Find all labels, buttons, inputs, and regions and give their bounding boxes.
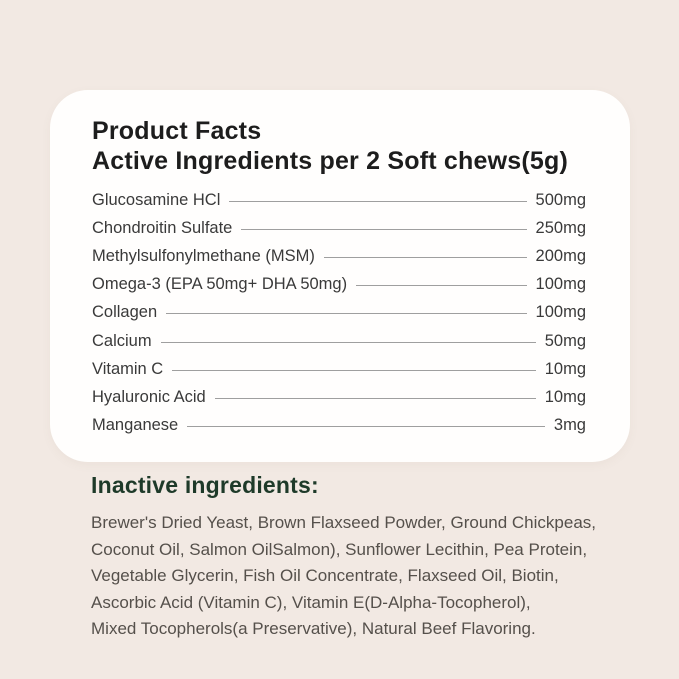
ingredient-row: Chondroitin Sulfate 250mg [92, 214, 586, 242]
ingredient-name: Methylsulfonylmethane (MSM) [92, 246, 315, 265]
ingredient-amount: 50mg [544, 331, 586, 350]
ingredient-name: Vitamin C [92, 359, 164, 378]
inactive-ingredients-text: Brewer's Dried Yeast, Brown Flaxseed Pow… [91, 513, 596, 638]
ingredient-amount: 10mg [544, 387, 586, 406]
ingredient-name: Omega-3 (EPA 50mg+ DHA 50mg) [92, 275, 348, 294]
ingredient-name: Calcium [92, 331, 152, 350]
product-facts-card: Product Facts Active Ingredients per 2 So… [50, 90, 630, 462]
ingredient-row: Hyaluronic Acid 10mg [92, 383, 586, 411]
leader-line [166, 313, 527, 315]
ingredient-row: Omega-3 (EPA 50mg+ DHA 50mg) 100mg [92, 271, 586, 299]
product-facts-title-line1: Product Facts [92, 117, 262, 145]
inactive-ingredients-section: Inactive ingredients: Brewer's Dried Yea… [91, 471, 613, 643]
ingredient-list: Glucosamine HCl 500mg Chondroitin Sulfate 2… [92, 186, 586, 440]
ingredient-name: Collagen [92, 303, 158, 322]
leader-line [214, 397, 536, 399]
ingredient-row: Methylsulfonylmethane (MSM) 200mg [92, 242, 586, 270]
ingredient-amount: 3mg [553, 416, 586, 435]
ingredient-amount: 10mg [544, 359, 586, 378]
inactive-ingredients-heading: Inactive ingredients: [91, 472, 319, 498]
ingredient-amount: 250mg [535, 218, 586, 237]
leader-line [356, 285, 527, 287]
leader-line [323, 256, 527, 258]
product-facts-title-line2: Active Ingredients per 2 Soft chews(5g) [92, 147, 568, 175]
ingredient-row: Manganese 3mg [92, 412, 586, 440]
ingredient-name: Hyaluronic Acid [92, 387, 206, 406]
ingredient-amount: 500mg [535, 190, 586, 209]
product-facts-title: Product Facts Active Ingredients per 2 So… [92, 116, 586, 176]
ingredient-row: Collagen 100mg [92, 299, 586, 327]
ingredient-amount: 200mg [535, 246, 586, 265]
ingredient-amount: 100mg [535, 275, 586, 294]
ingredient-name: Manganese [92, 416, 179, 435]
ingredient-amount: 100mg [535, 303, 586, 322]
leader-line [187, 426, 545, 428]
ingredient-name: Chondroitin Sulfate [92, 218, 233, 237]
leader-line [172, 369, 536, 371]
ingredient-name: Glucosamine HCl [92, 190, 221, 209]
ingredient-row: Vitamin C 10mg [92, 355, 586, 383]
leader-line [241, 228, 527, 230]
ingredient-row: Calcium 50mg [92, 327, 586, 355]
ingredient-row: Glucosamine HCl 500mg [92, 186, 586, 214]
leader-line [229, 200, 527, 202]
leader-line [160, 341, 536, 343]
